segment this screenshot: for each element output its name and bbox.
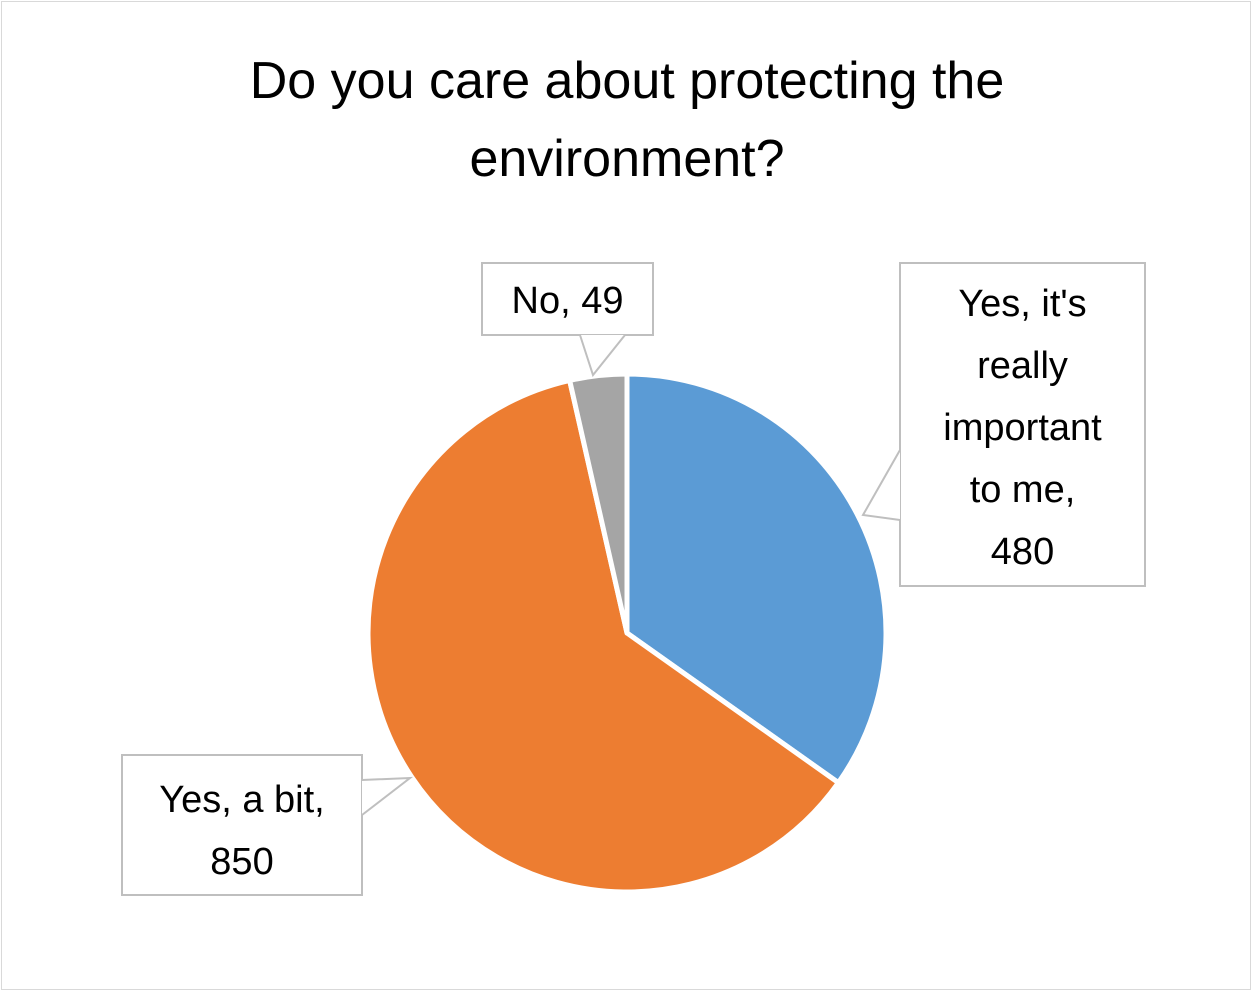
pie-slices: [365, 371, 889, 895]
pie-slice-yes-a-bit: [365, 377, 841, 895]
callout-box: [481, 262, 654, 336]
data-label-line: 850: [210, 841, 273, 883]
chart-title: Do you care about protecting the environ…: [0, 42, 1254, 198]
callout-yes-it-s-really-important-to-me: Yes, it's really important to me, 480: [861, 262, 1146, 587]
callout-pointer: [861, 449, 901, 521]
data-label-line: 480: [991, 531, 1054, 573]
data-label-line: important: [943, 407, 1102, 449]
chart-title-line-1: Do you care about protecting the: [249, 52, 1005, 110]
callout-pointer: [361, 776, 414, 816]
data-callouts: Yes, it's really important to me, 480 Yes, a …: [121, 262, 1146, 896]
chart-title-line-2: environment?: [469, 130, 785, 188]
data-label-line: Yes, a bit,: [159, 779, 325, 821]
callout-pointer: [579, 334, 626, 378]
data-label-line: to me,: [970, 469, 1076, 511]
data-label-line: No, 49: [512, 280, 624, 322]
callout-no: No, 49: [481, 262, 654, 378]
data-label-line: Yes, it's: [958, 283, 1086, 325]
data-label-line: really: [977, 345, 1068, 387]
pie-slice-yes-it-s-really-important-to-me: [624, 371, 889, 786]
callout-yes-a-bit: Yes, a bit, 850: [121, 754, 414, 896]
pie-slice-no: [567, 371, 630, 636]
callout-box: [121, 754, 363, 896]
callout-box: [899, 262, 1146, 587]
